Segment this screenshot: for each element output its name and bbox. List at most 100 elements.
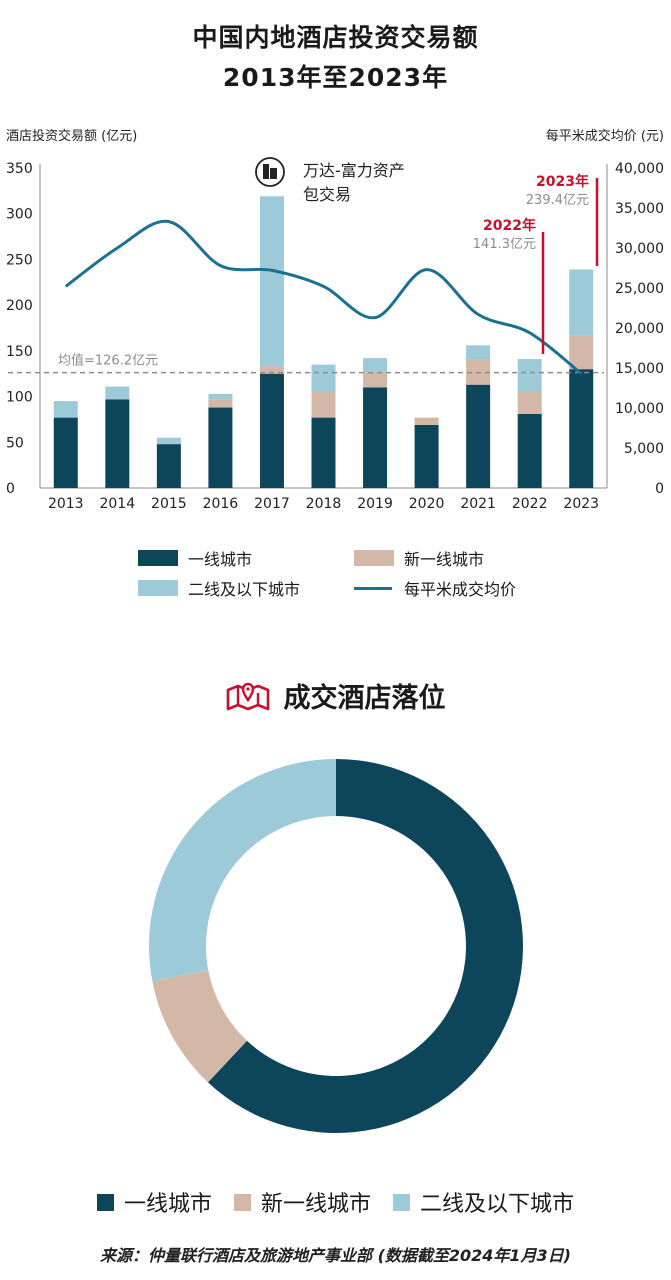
bar-tier1: [466, 384, 491, 488]
bar-tier2: [105, 386, 130, 400]
annotation-2017-line1: 万达-富力资产: [303, 161, 405, 180]
donut-legend-label-newtier1: 新一线城市: [260, 1192, 371, 1217]
donut-legend-swatch-newtier1: [233, 1193, 251, 1211]
x-tick-label: 2017: [254, 496, 290, 512]
bar-tier1: [259, 373, 284, 488]
map-pin-icon: [226, 681, 270, 718]
bar-tier1: [208, 407, 233, 488]
left-tick-label: 0: [6, 481, 15, 497]
donut-legend-label-tier1: 一线城市: [123, 1192, 212, 1217]
right-tick-label: 0: [655, 481, 664, 497]
right-tick-label: 35,000: [615, 201, 664, 217]
donut-legend-item-newtier1: 新一线城市: [233, 1186, 371, 1218]
left-tick-label: 250: [6, 252, 33, 268]
x-tick-label: 2018: [306, 496, 342, 512]
legend-item-newtier1: 新一线城市: [354, 546, 484, 570]
donut-legend: 一线城市 新一线城市 二线及以下城市: [0, 1186, 671, 1218]
bar-tier1: [517, 413, 542, 488]
left-tick-label: 150: [6, 344, 33, 360]
x-tick-label: 2016: [203, 496, 239, 512]
bar-tier2: [53, 401, 78, 418]
bar-tier1: [414, 424, 439, 488]
donut-legend-item-tier1: 一线城市: [96, 1186, 212, 1218]
bar-tier1: [569, 369, 594, 488]
bar-newtier1: [311, 392, 336, 418]
legend-swatch-tier1: [138, 550, 178, 566]
chart-title-line1: 中国内地酒店投资交易额: [192, 23, 479, 52]
right-tick-label: 5,000: [624, 441, 664, 457]
legend-label-tier2: 二线及以下城市: [188, 580, 301, 599]
left-tick-label: 100: [6, 390, 33, 406]
bar-newtier1: [569, 335, 594, 370]
bar-tier1: [311, 417, 336, 488]
legend-label-tier1: 一线城市: [188, 550, 253, 569]
price-line: [64, 219, 583, 375]
bar-tier2: [208, 393, 233, 400]
annotation-2023-year: 2023年: [536, 173, 589, 190]
annotation-2017-line2: 包交易: [303, 185, 351, 204]
x-tick-label: 2013: [48, 496, 84, 512]
legend-item-line: 每平米成交均价: [354, 576, 516, 600]
right-tick-label: 30,000: [615, 241, 664, 257]
bar-tier2: [363, 358, 388, 372]
bar-tier2: [311, 364, 336, 392]
right-tick-label: 25,000: [615, 281, 664, 297]
bar-tier1: [156, 444, 181, 488]
bar-tier2: [259, 196, 284, 367]
x-tick-label: 2021: [460, 496, 496, 512]
bar-newtier1: [259, 366, 284, 374]
x-tick-label: 2015: [151, 496, 187, 512]
x-tick-label: 2014: [99, 496, 135, 512]
annotation-2022-year: 2022年: [483, 217, 536, 234]
bar-tier2: [156, 437, 181, 445]
bar-newtier1: [363, 371, 388, 388]
x-tick-label: 2022: [512, 496, 548, 512]
bar-newtier1: [414, 417, 439, 425]
donut-chart: [149, 759, 523, 1133]
x-tick-label: 2023: [563, 496, 599, 512]
chart-title-line2: 2013年至2023年: [222, 63, 449, 92]
legend-item-tier2: 二线及以下城市: [138, 576, 300, 600]
bar-tier2: [569, 269, 594, 336]
donut-slice-newtier1: [152, 970, 248, 1083]
legend-swatch-newtier1: [354, 550, 394, 566]
bar-line-chart: 酒店投资交易额 (亿元) 每平米成交均价 (元) 0 50 100 150 200 250 30…: [6, 128, 664, 512]
annotation-2022-value: 141.3亿元: [473, 237, 536, 252]
section-title: 成交酒店落位: [0, 676, 671, 718]
legend-swatch-tier2: [138, 580, 178, 596]
average-label: 均值=126.2亿元: [58, 353, 158, 369]
annotation-2023-value: 239.4亿元: [526, 193, 589, 208]
bar-tier1: [105, 399, 130, 488]
legend-label-newtier1: 新一线城市: [404, 550, 485, 569]
donut-legend-item-tier2: 二线及以下城市: [393, 1186, 574, 1218]
bar-tier2: [517, 359, 542, 392]
donut-slice-tier1: [207, 759, 523, 1133]
donut-legend-swatch-tier1: [96, 1193, 114, 1211]
donut-legend-swatch-tier2: [393, 1193, 410, 1211]
donut-legend-label-tier2: 二线及以下城市: [420, 1192, 575, 1217]
right-tick-label: 10,000: [615, 401, 664, 417]
legend-swatch-line: [354, 586, 392, 590]
right-tick-label: 40,000: [615, 161, 664, 177]
x-tick-label: 2019: [357, 496, 393, 512]
left-tick-label: 200: [6, 298, 33, 314]
x-tick-label: 2020: [409, 496, 445, 512]
legend-label-line: 每平米成交均价: [404, 580, 517, 599]
left-tick-label: 50: [6, 435, 24, 451]
right-axis-title: 每平米成交均价 (元): [546, 128, 664, 144]
bar-newtier1: [208, 399, 233, 408]
legend-item-tier1: 一线城市: [138, 546, 252, 570]
section-title-text: 成交酒店落位: [283, 683, 446, 714]
left-tick-label: 350: [6, 161, 33, 177]
right-tick-label: 20,000: [615, 321, 664, 337]
left-tick-label: 300: [6, 207, 33, 223]
bar-newtier1: [517, 392, 542, 414]
source-note: 来源：仲量联行酒店及旅游地产事业部 (数据截至2024年1月3日): [100, 1246, 571, 1265]
right-tick-label: 15,000: [615, 361, 664, 377]
bar-tier2: [466, 345, 491, 360]
bar-tier1: [363, 387, 388, 488]
left-axis-title: 酒店投资交易额 (亿元): [6, 128, 137, 144]
donut-slice-tier2: [149, 759, 336, 982]
bar-tier1: [53, 417, 78, 488]
building-icon: [255, 157, 285, 187]
